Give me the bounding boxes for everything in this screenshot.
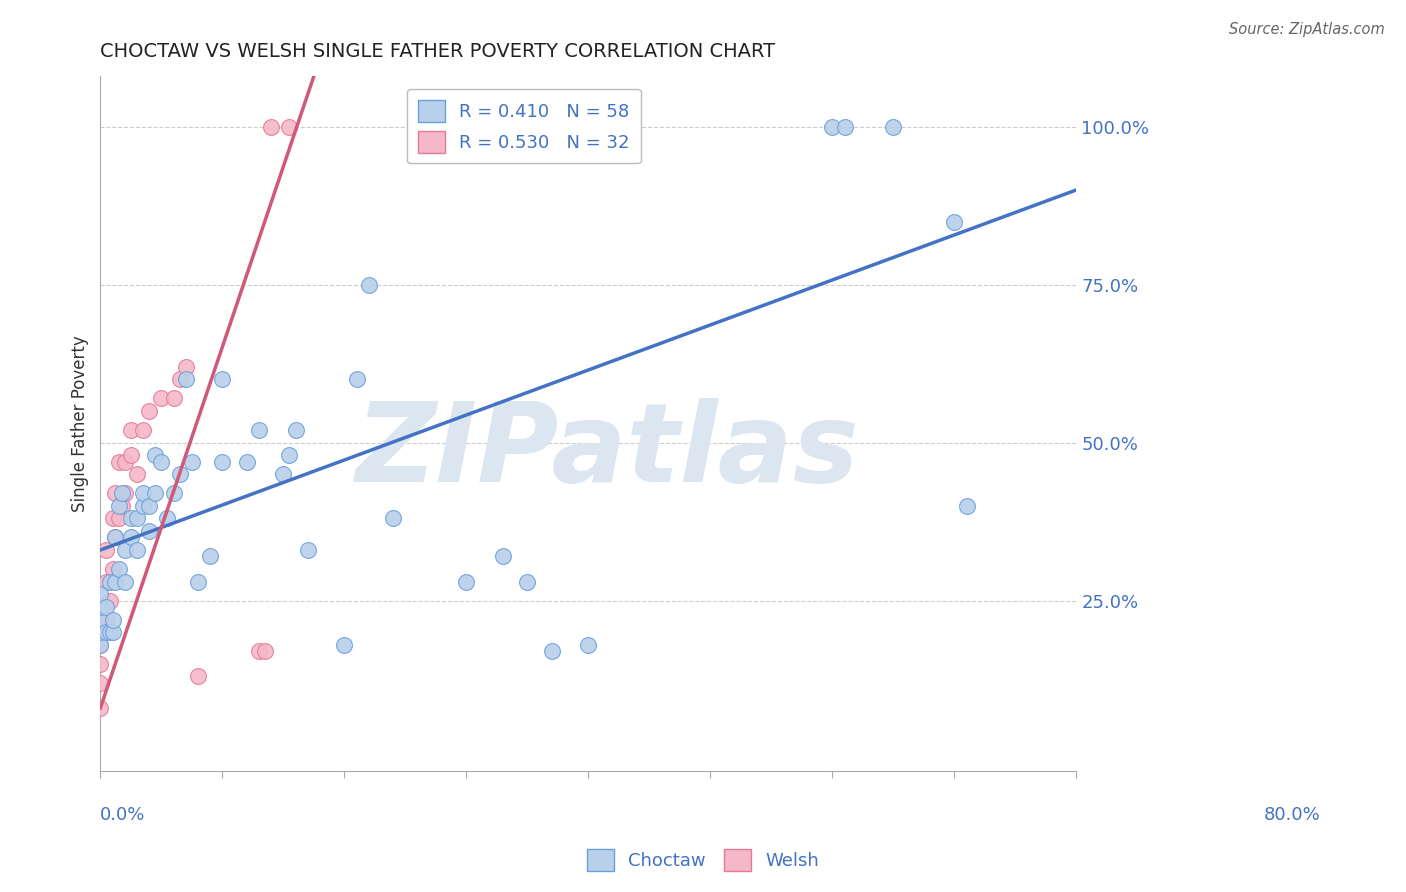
Point: [132, 499, 155, 513]
Point: [89, 613, 111, 627]
Point: [107, 499, 129, 513]
Point: [211, 372, 233, 386]
Point: [236, 454, 259, 468]
Text: Source: ZipAtlas.com: Source: ZipAtlas.com: [1229, 22, 1385, 37]
Point: [273, 467, 295, 482]
Point: [516, 574, 538, 589]
Point: [138, 499, 160, 513]
Point: [104, 574, 127, 589]
Point: [107, 562, 129, 576]
Point: [955, 499, 977, 513]
Point: [89, 701, 111, 715]
Point: [882, 120, 904, 134]
Point: [96, 543, 118, 558]
Point: [156, 511, 179, 525]
Point: [174, 372, 197, 386]
Point: [104, 530, 127, 544]
Point: [107, 454, 129, 468]
Point: [187, 669, 209, 683]
Point: [114, 574, 136, 589]
Point: [89, 599, 111, 614]
Point: [125, 511, 148, 525]
Point: [96, 613, 118, 627]
Point: [107, 511, 129, 525]
Point: [254, 644, 277, 658]
Point: [943, 214, 966, 228]
Point: [101, 625, 124, 640]
Point: [120, 448, 142, 462]
Point: [96, 625, 118, 640]
Point: [492, 549, 515, 564]
Point: [125, 543, 148, 558]
Point: [125, 467, 148, 482]
Point: [138, 404, 160, 418]
Point: [247, 423, 270, 437]
Point: [89, 587, 111, 601]
Point: [111, 486, 134, 500]
Point: [143, 486, 166, 500]
Point: [89, 638, 111, 652]
Point: [211, 454, 233, 468]
Point: [297, 543, 319, 558]
Point: [169, 372, 191, 386]
Point: [540, 644, 562, 658]
Point: [162, 392, 184, 406]
Point: [132, 486, 155, 500]
Point: [101, 613, 124, 627]
Point: [98, 574, 121, 589]
Point: [104, 530, 127, 544]
Point: [162, 486, 184, 500]
Point: [138, 524, 160, 538]
Point: [278, 120, 301, 134]
Point: [357, 277, 380, 292]
Point: [150, 392, 173, 406]
Point: [104, 486, 127, 500]
Point: [346, 372, 368, 386]
Legend: Choctaw, Welsh: Choctaw, Welsh: [579, 842, 827, 879]
Point: [120, 423, 142, 437]
Point: [89, 638, 111, 652]
Point: [89, 657, 111, 671]
Point: [187, 574, 209, 589]
Point: [98, 593, 121, 607]
Point: [247, 644, 270, 658]
Point: [174, 359, 197, 374]
Point: [456, 574, 478, 589]
Point: [101, 562, 124, 576]
Point: [260, 120, 283, 134]
Point: [114, 486, 136, 500]
Point: [180, 454, 202, 468]
Point: [96, 599, 118, 614]
Legend: R = 0.410   N = 58, R = 0.530   N = 32: R = 0.410 N = 58, R = 0.530 N = 32: [408, 88, 641, 163]
Point: [114, 454, 136, 468]
Point: [114, 543, 136, 558]
Point: [89, 613, 111, 627]
Point: [382, 511, 405, 525]
Point: [120, 511, 142, 525]
Point: [198, 549, 221, 564]
Point: [89, 675, 111, 690]
Y-axis label: Single Father Poverty: Single Father Poverty: [72, 335, 89, 512]
Text: CHOCTAW VS WELSH SINGLE FATHER POVERTY CORRELATION CHART: CHOCTAW VS WELSH SINGLE FATHER POVERTY C…: [100, 42, 776, 61]
Point: [576, 638, 599, 652]
Point: [120, 530, 142, 544]
Point: [96, 574, 118, 589]
Text: 0.0%: 0.0%: [100, 805, 146, 824]
Point: [284, 423, 307, 437]
Point: [132, 423, 155, 437]
Point: [143, 448, 166, 462]
Text: 80.0%: 80.0%: [1264, 805, 1320, 824]
Text: ZIPatlas: ZIPatlas: [356, 398, 860, 505]
Point: [278, 448, 301, 462]
Point: [98, 625, 121, 640]
Point: [89, 625, 111, 640]
Point: [333, 638, 356, 652]
Point: [150, 454, 173, 468]
Point: [169, 467, 191, 482]
Point: [834, 120, 856, 134]
Point: [101, 511, 124, 525]
Point: [111, 499, 134, 513]
Point: [821, 120, 844, 134]
